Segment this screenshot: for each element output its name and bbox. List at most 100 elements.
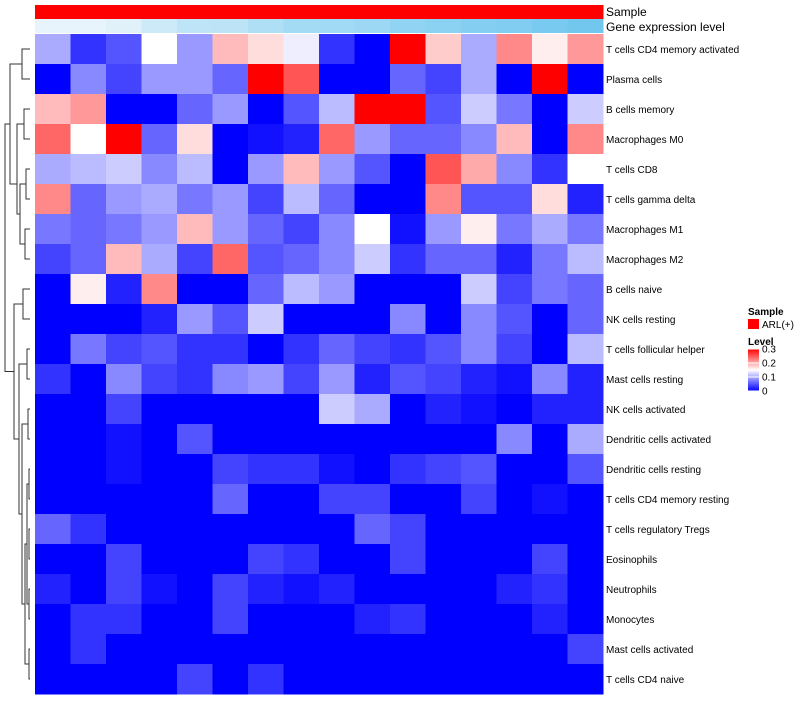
annotation-tracks: Sample Gene expression level (35, 5, 725, 34)
heatmap-cell (319, 334, 355, 365)
dendrogram-branch (18, 363, 27, 515)
sample-annotation-cell (532, 5, 568, 19)
heatmap-cell (70, 544, 107, 575)
heatmap-cell (283, 184, 320, 215)
heatmap-cell (390, 364, 426, 395)
gene-expression-annotation-cell (567, 19, 604, 33)
heatmap-cell (141, 604, 178, 635)
heatmap-cell (141, 364, 178, 395)
heatmap-cell (532, 64, 568, 95)
heatmap-cell (425, 544, 462, 575)
heatmap-cell (212, 334, 249, 365)
heatmap-cell (35, 94, 71, 125)
heatmap-cell (212, 454, 249, 485)
heatmap-cell (390, 214, 426, 245)
heatmap-cell (177, 94, 213, 125)
heatmap-cell (106, 664, 142, 695)
row-label: T cells CD4 memory activated (606, 45, 739, 56)
heatmap-cell (461, 244, 497, 275)
heatmap-cell (532, 214, 568, 245)
heatmap-cell (425, 274, 462, 305)
heatmap-cell (390, 454, 426, 485)
heatmap-cell (532, 94, 568, 125)
heatmap-cell (390, 424, 426, 455)
heatmap-cell (496, 34, 533, 65)
heatmap-cell (70, 184, 107, 215)
heatmap-cell (354, 334, 391, 365)
heatmap-cell (70, 64, 107, 95)
heatmap-cell (461, 604, 497, 635)
heatmap-cell (319, 394, 355, 425)
heatmap-cell (567, 574, 604, 605)
heatmap-cell (212, 124, 249, 155)
heatmap-cell (177, 274, 213, 305)
heatmap-cell (567, 424, 604, 455)
heatmap-cell (141, 574, 178, 605)
heatmap-cell (141, 484, 178, 515)
heatmap-cell (532, 244, 568, 275)
heatmap-cell (70, 244, 107, 275)
heatmap-cell (567, 214, 604, 245)
gene-track-label: Gene expression level (606, 20, 725, 34)
heatmap-cell (35, 154, 71, 185)
heatmap-cell (70, 94, 107, 125)
heatmap-cell (248, 604, 284, 635)
sample-annotation-cell (319, 5, 355, 19)
heatmap-cell (354, 544, 391, 575)
heatmap-cell (35, 184, 71, 215)
heatmap-cell (70, 664, 107, 695)
heatmap-cell (35, 454, 71, 485)
heatmap-cell (390, 574, 426, 605)
heatmap-cell (319, 184, 355, 215)
heatmap-cell (283, 304, 320, 335)
heatmap-cell (212, 184, 249, 215)
heatmap-cell (106, 634, 142, 665)
row-label: Mast cells resting (606, 375, 683, 386)
gene-expression-annotation-cell (390, 19, 426, 33)
heatmap-cell (461, 154, 497, 185)
heatmap-cell (319, 124, 355, 155)
heatmap-cell (177, 634, 213, 665)
row-label: T cells CD4 memory resting (606, 495, 729, 506)
dendrogram-branch (16, 123, 24, 215)
heatmap-cell (35, 394, 71, 425)
heatmap-cell (496, 244, 533, 275)
heatmap-cell (390, 604, 426, 635)
legend: Sample ARL(+) Level 0.3 0.2 0.1 0 (748, 307, 794, 398)
row-label: T cells CD4 naive (606, 675, 685, 686)
heatmap-cell (532, 544, 568, 575)
heatmap-cell (283, 664, 320, 695)
heatmap-cell (425, 304, 462, 335)
heatmap-cell (35, 574, 71, 605)
heatmap-cell (461, 514, 497, 545)
heatmap-cell (354, 214, 391, 245)
heatmap-cell (283, 244, 320, 275)
heatmap-cell (567, 334, 604, 365)
heatmap-cell (35, 124, 71, 155)
heatmap-cell (212, 154, 249, 185)
heatmap-cell (496, 634, 533, 665)
heatmap-cell (70, 34, 107, 65)
heatmap-cell (425, 514, 462, 545)
sample-annotation-cell (461, 5, 497, 19)
heatmap-cell (390, 34, 426, 65)
heatmap-cell (425, 214, 462, 245)
heatmap-cell (390, 274, 426, 305)
heatmap-cell (248, 424, 284, 455)
heatmap-cell (212, 484, 249, 515)
heatmap-cell (496, 304, 533, 335)
heatmap-cell (106, 364, 142, 395)
heatmap-cell (319, 454, 355, 485)
heatmap-cell (248, 454, 284, 485)
heatmap-cell (461, 454, 497, 485)
heatmap-cell (283, 514, 320, 545)
heatmap-cell (461, 364, 497, 395)
gene-expression-annotation-cell (425, 19, 462, 33)
heatmap-cell (106, 64, 142, 95)
sample-annotation-cell (567, 5, 604, 19)
heatmap-cell (212, 604, 249, 635)
heatmap-cell (212, 544, 249, 575)
heatmap-cell (248, 184, 284, 215)
heatmap-cell (141, 424, 178, 455)
heatmap-cell (177, 604, 213, 635)
